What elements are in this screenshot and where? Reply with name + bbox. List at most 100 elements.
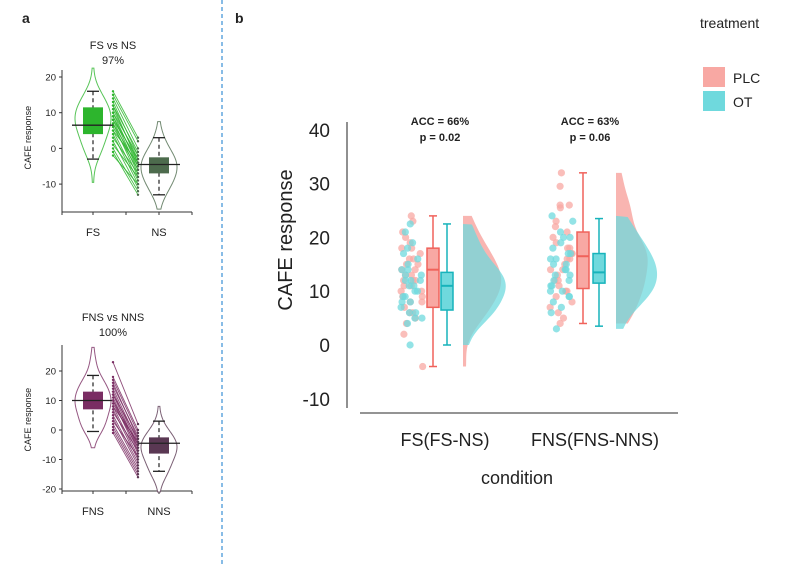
y-tick-label: 0 [51,144,56,155]
paired-line [112,94,139,142]
paired-line [112,429,139,475]
paired-point [136,161,140,164]
paired-line [112,98,139,149]
group-fs-fs-ns-: FS(FS-NS) ACC = 66% p = 0.02 [397,116,506,450]
data-point-ot [569,217,577,225]
data-point-ot [397,303,405,311]
data-point-ot [411,287,419,295]
paired-line [112,130,139,163]
data-point-ot [398,298,406,306]
box-fs [83,107,103,135]
y-tick-label: 10 [309,282,330,303]
paired-line [112,420,139,457]
box-plc [426,247,440,309]
x-tick-label: FNS [82,506,104,518]
data-point-plc [405,255,414,263]
data-point-ot [567,249,575,258]
paired-line [112,423,139,469]
paired-line [112,123,139,167]
paired-point [111,104,115,107]
paired-point [111,132,115,136]
paired-point [111,417,115,420]
data-point-ot [549,298,557,306]
paired-line [112,112,139,156]
paired-point [136,431,140,435]
paired-point [111,143,115,147]
data-point-ot [399,249,408,258]
paired-point [136,470,140,473]
data-point-ot [406,298,414,306]
data-point-plc [556,319,564,328]
paired-point [136,434,140,438]
data-point-plc [551,223,560,231]
paired-line [112,417,139,466]
y-tick-label: 0 [319,336,330,357]
paired-point [111,111,115,114]
data-point-plc [546,266,555,274]
paired-point [111,414,115,417]
data-point-ot [551,271,559,279]
paired-point [136,193,140,197]
paired-point [136,437,140,441]
legend-label-ot: OT [733,94,753,110]
data-point-plc [418,298,426,306]
data-point-ot [561,266,569,274]
paired-line [112,144,139,178]
paired-point [136,428,140,432]
paired-point [111,154,115,157]
paired-point [136,458,140,461]
chart-title: FS vs NS [90,40,136,52]
paired-point [136,190,140,193]
paired-point [136,147,140,150]
x-axis-label: condition [481,468,553,488]
chart-fs-ns: a FS vs NS 97% 20 10 0 -10 CAFE response FS NS [22,10,193,239]
paired-point [111,419,115,423]
data-point-ot [548,212,556,220]
data-point-ot [404,260,412,268]
data-point-ot [557,303,565,311]
paired-point [136,168,140,172]
paired-line [112,116,139,171]
paired-point [111,428,115,432]
p-annotation: p = 0.02 [420,132,461,144]
data-point-ot [562,260,570,268]
data-point-ot [414,255,422,263]
data-point-plc [556,182,564,190]
y-axis-label: CAFE response [23,106,33,170]
paired-point [136,467,140,470]
chart-subtitle: 100% [99,327,127,339]
paired-point [111,381,115,384]
data-point-ot [401,228,409,236]
data-point-plc [568,298,576,306]
paired-line [112,394,139,448]
y-tick-label: 20 [309,228,330,249]
y-tick-label: 20 [45,367,56,378]
paired-point [136,473,140,476]
paired-point [111,140,115,143]
data-point-ot [398,266,406,274]
paired-point [136,179,140,182]
paired-point [136,140,140,143]
paired-point [136,452,140,455]
paired-line [112,105,139,153]
paired-line [112,412,139,451]
paired-point [111,390,115,393]
paired-point [111,378,115,382]
data-point-plc [563,255,571,263]
data-point-plc [557,169,566,177]
data-point-ot [557,239,565,247]
paired-line [112,91,139,138]
legend-swatch-plc [703,67,725,87]
paired-point [111,408,115,411]
data-point-plc [565,201,573,209]
paired-point [136,165,140,168]
paired-point [111,399,115,402]
data-point-ot [417,271,425,279]
paired-point [111,118,115,122]
paired-point [111,150,115,154]
paired-line [112,376,139,431]
paired-point [111,387,115,390]
paired-point [111,411,115,414]
paired-point [136,455,140,458]
